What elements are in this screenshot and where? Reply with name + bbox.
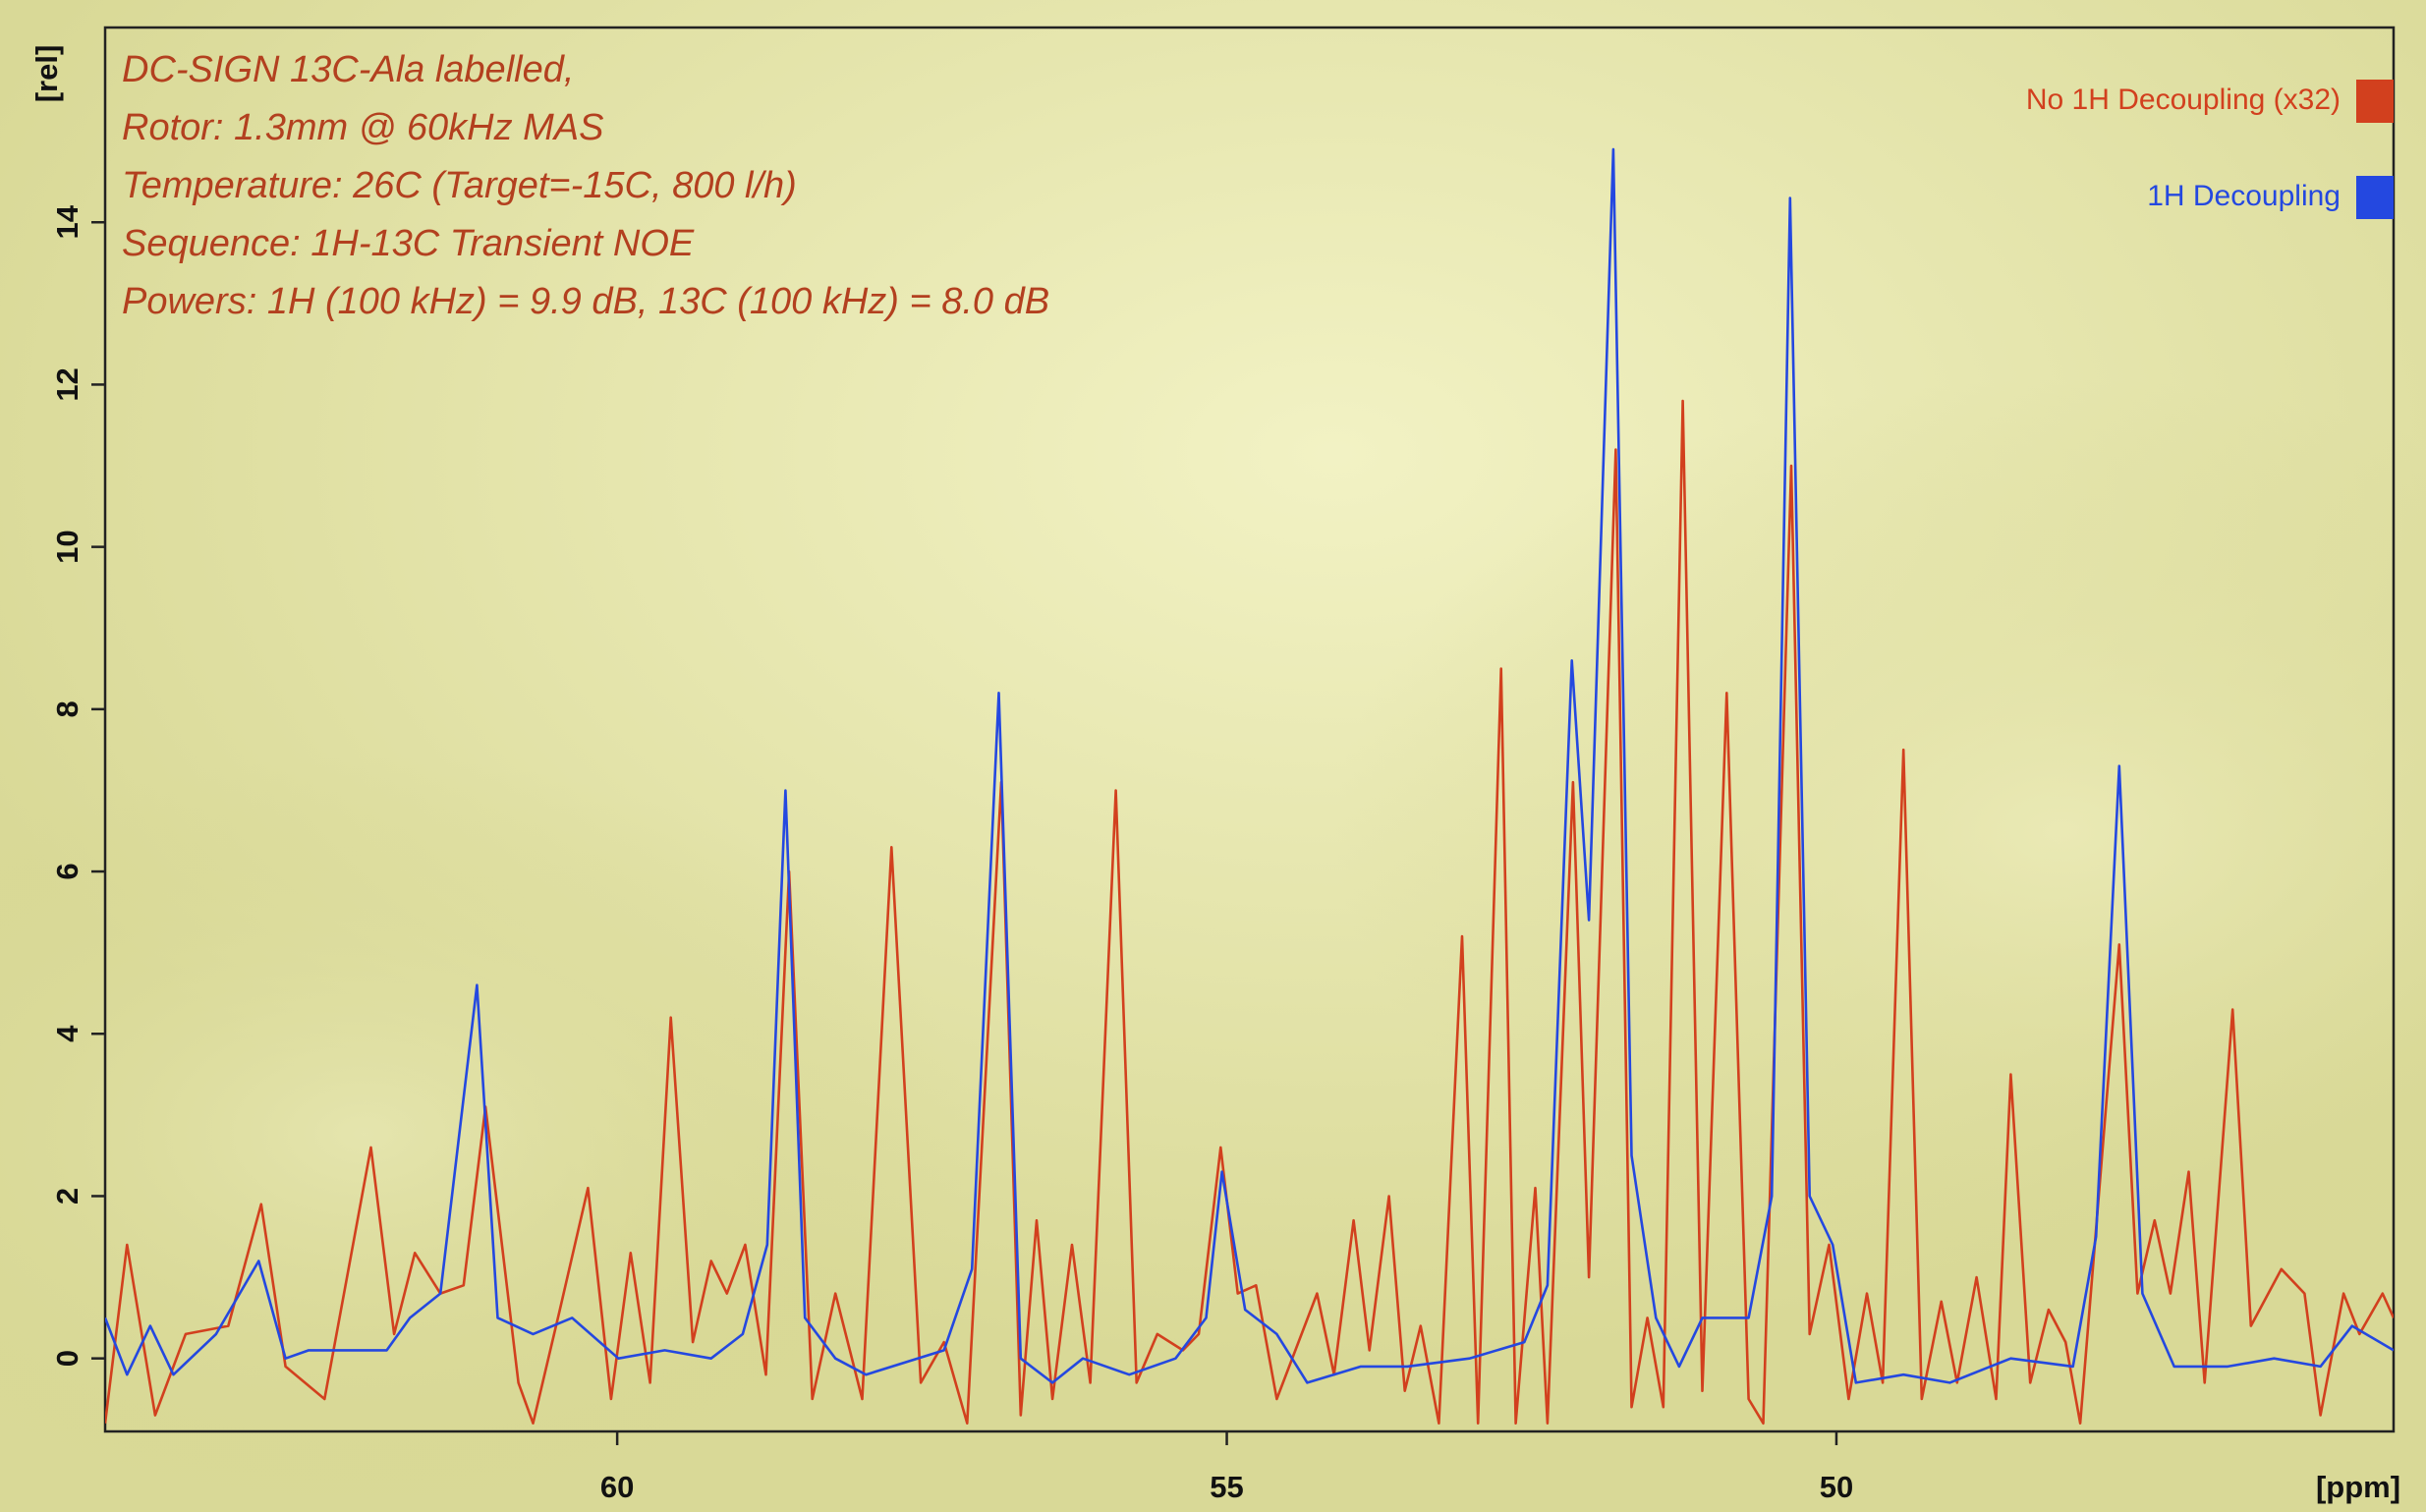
x-tick-label: 60 [600,1470,634,1504]
legend-label: No 1H Decoupling (x32) [2026,84,2341,116]
legend-swatch [2356,176,2394,219]
y-tick-label: 10 [50,530,85,563]
y-tick-label: 4 [50,1025,85,1042]
x-tick-label: 50 [1820,1470,1853,1504]
legend-swatch [2356,80,2394,123]
y-axis-label: [rel] [29,45,64,103]
annotation: DC-SIGN 13C-Ala labelled, [122,49,574,90]
y-tick-label: 12 [50,367,85,401]
x-tick-label: 55 [1210,1470,1243,1504]
annotation: Powers: 1H (100 kHz) = 9.9 dB, 13C (100 … [122,281,1049,322]
y-tick-label: 6 [50,863,85,879]
annotation: Sequence: 1H-13C Transient NOE [122,223,695,264]
y-tick-label: 2 [50,1188,85,1204]
chart: 0 2 4 6 8 10 12 14 60 55 50 [ppm] [rel] DC-SIGN 13… [0,0,2426,1512]
legend-label: 1H Decoupling [2147,180,2341,212]
page: 0 2 4 6 8 10 12 14 60 55 50 [ppm] [rel] DC-SIGN 13… [0,0,2426,1512]
y-tick-label: 14 [50,204,85,239]
x-axis-label: [ppm] [2316,1470,2400,1504]
annotation: Temperature: 26C (Target=-15C, 800 l/h) [122,165,797,206]
annotation: Rotor: 1.3mm @ 60kHz MAS [122,107,603,148]
y-tick-label: 0 [50,1350,85,1367]
y-tick-label: 8 [50,700,85,717]
